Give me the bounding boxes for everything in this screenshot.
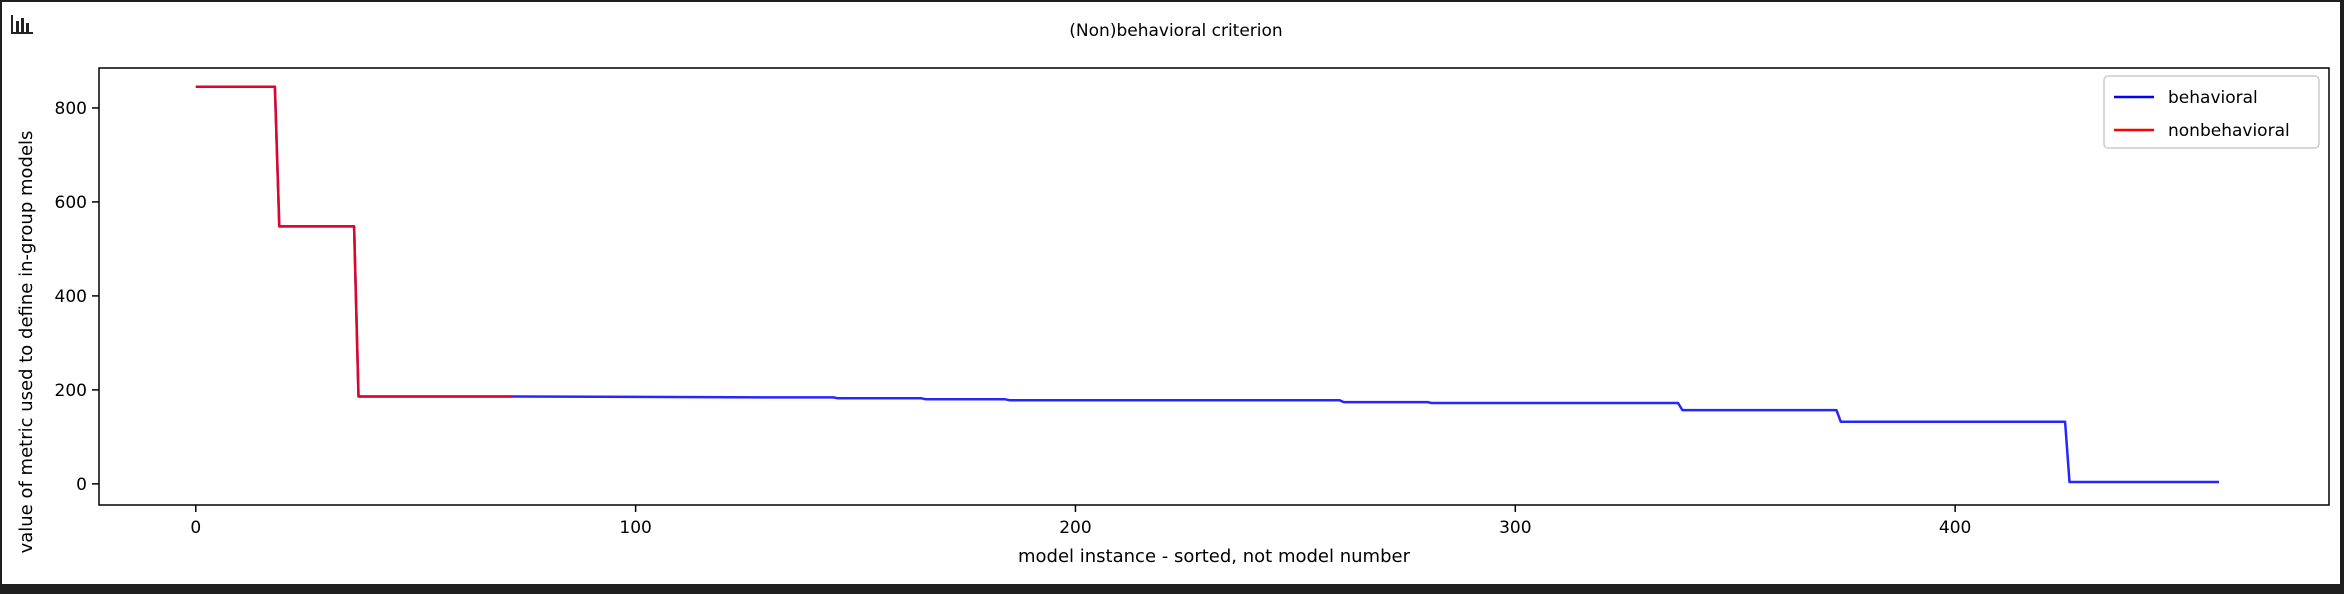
y-axis-label: value of metric used to define in-group … — [16, 131, 37, 554]
y-axis: 0 200 400 600 800 — [55, 99, 99, 495]
y-tick-label: 400 — [55, 287, 87, 307]
y-tick-label: 800 — [55, 99, 87, 119]
chart-title: (Non)behavioral criterion — [1069, 21, 1282, 41]
x-tick-label: 0 — [190, 518, 201, 538]
legend: behavioral nonbehavioral — [2103, 75, 2320, 149]
y-tick-label: 600 — [55, 193, 87, 213]
y-tick-label: 200 — [55, 381, 87, 401]
x-tick-label: 400 — [1939, 518, 1971, 538]
legend-label-behavioral: behavioral — [2168, 88, 2258, 108]
line-chart: (Non)behavioral criterion value of metri… — [16, 21, 2330, 567]
legend-label-nonbehavioral: nonbehavioral — [2168, 121, 2290, 141]
x-tick-label: 200 — [1059, 518, 1091, 538]
output-cell: (Non)behavioral criterion value of metri… — [2, 2, 2340, 584]
series-line-behavioral — [195, 85, 2219, 484]
x-tick-label: 300 — [1499, 518, 1531, 538]
y-tick-label: 0 — [76, 475, 87, 495]
legend-box — [2103, 75, 2320, 149]
x-axis: 0 100 200 300 400 — [190, 505, 1971, 538]
x-tick-label: 100 — [619, 518, 651, 538]
bar-chart-icon[interactable] — [10, 14, 34, 36]
plot-area-frame — [98, 67, 2330, 506]
plot-lines — [195, 85, 2219, 484]
x-axis-label: model instance - sorted, not model numbe… — [1018, 546, 1411, 567]
series-line-nonbehavioral — [195, 85, 513, 398]
